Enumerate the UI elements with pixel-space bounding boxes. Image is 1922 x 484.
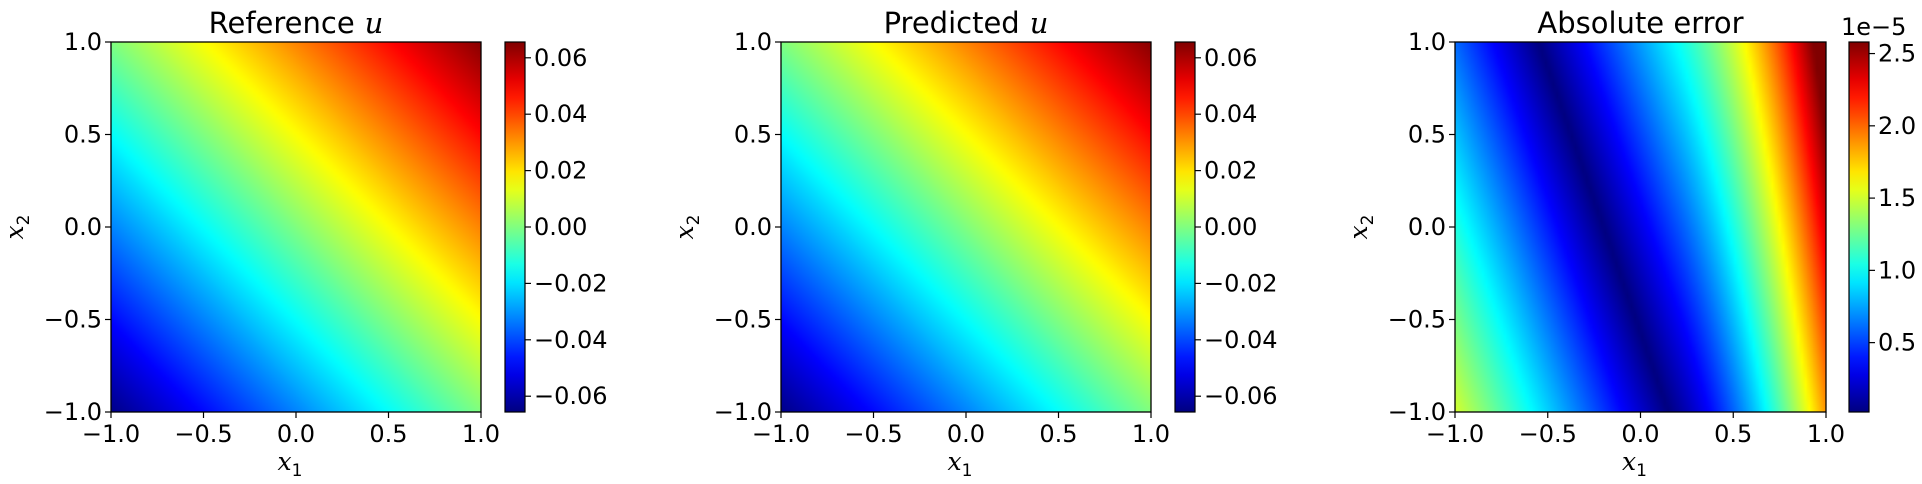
x-tick-label: 1.0 <box>462 420 500 448</box>
y-tick-label: 1.0 <box>64 28 102 56</box>
y-tick-label: 0.5 <box>64 121 102 149</box>
colorbar-tick-label: 0.06 <box>1204 44 1257 72</box>
heatmap-image <box>111 42 481 412</box>
y-tick-label: −0.5 <box>44 306 102 334</box>
y-axis-label: x2 <box>0 215 34 240</box>
x-tick-label: −1.0 <box>1426 420 1484 448</box>
colorbar <box>1849 42 1869 412</box>
x-tick-label: 0.5 <box>1714 420 1752 448</box>
colorbar-tick-label: −0.06 <box>1204 382 1278 410</box>
colorbar-tick-label: 0.02 <box>534 157 587 185</box>
x-tick-label: 1.0 <box>1807 420 1845 448</box>
heatmap-image <box>1455 42 1826 412</box>
y-axis-label: x2 <box>1344 215 1378 240</box>
y-tick-label: 0.5 <box>1408 121 1446 149</box>
panel-title: Absolute error <box>1537 6 1743 40</box>
colorbar-tick-label: −0.06 <box>534 382 608 410</box>
colorbar-frame <box>1848 41 1870 413</box>
panel-3: Absolute error −1.0 −0.5 0.0 0.5 1.0 −1.0 −0.5 0… <box>1344 6 1916 481</box>
y-tick-label: 0.5 <box>734 121 772 149</box>
colorbar-tick-label: 1.0 <box>1878 256 1916 284</box>
y-tick-label: 1.0 <box>734 28 772 56</box>
x-tick-label: −1.0 <box>82 420 140 448</box>
colorbar-tick-label: −0.02 <box>534 269 608 297</box>
colorbar-tick-label: 0.06 <box>534 44 587 72</box>
colorbar-tick-label: 0.00 <box>534 213 587 241</box>
x-tick-label: −0.5 <box>174 420 232 448</box>
panel-1: Reference u −1.0 −0.5 0.0 0.5 1.0 −1.0 −0.5 0.0 0.… <box>0 6 608 481</box>
y-tick-label: −1.0 <box>1388 398 1446 426</box>
colorbar-tick-label: 2.0 <box>1878 112 1916 140</box>
colorbar-tick-label: 2.5 <box>1878 40 1916 68</box>
panel-2: Predicted u −1.0 −0.5 0.0 0.5 1.0 −1.0 −0.5 0.0 0.… <box>670 6 1278 481</box>
y-tick-label: −1.0 <box>44 398 102 426</box>
colorbar-tick-label: −0.04 <box>534 326 608 354</box>
x-tick-label: 0.5 <box>1039 420 1077 448</box>
colorbar-tick-label: 0.04 <box>534 100 587 128</box>
y-tick-label: 0.0 <box>64 213 102 241</box>
x-tick-label: 0.0 <box>1621 420 1659 448</box>
y-tick-label: −0.5 <box>1388 306 1446 334</box>
colorbar-tick-label: 0.00 <box>1204 213 1257 241</box>
y-tick-label: 1.0 <box>1408 28 1446 56</box>
colorbar-offset-text: 1e−5 <box>1841 13 1906 41</box>
x-tick-label: 0.0 <box>947 420 985 448</box>
x-axis-label: x1 <box>948 447 973 481</box>
colorbar <box>1175 42 1195 412</box>
x-tick-label: 0.0 <box>277 420 315 448</box>
x-tick-label: 0.5 <box>369 420 407 448</box>
y-tick-label: −0.5 <box>714 306 772 334</box>
y-tick-label: 0.0 <box>1408 213 1446 241</box>
colorbar-tick-label: −0.04 <box>1204 326 1278 354</box>
colorbar-tick-label: −0.02 <box>1204 269 1278 297</box>
panel-title: Predicted u <box>884 6 1049 40</box>
colorbar-tick-label: 0.5 <box>1878 329 1916 357</box>
colorbar <box>505 42 525 412</box>
x-tick-label: −0.5 <box>1519 420 1577 448</box>
colorbar-tick-label: 1.5 <box>1878 184 1916 212</box>
colorbar-tick-label: 0.02 <box>1204 157 1257 185</box>
x-axis-label: x1 <box>1622 447 1647 481</box>
y-tick-label: −1.0 <box>714 398 772 426</box>
y-tick-label: 0.0 <box>734 213 772 241</box>
panel-title: Reference u <box>209 6 384 40</box>
heatmap-image <box>781 42 1151 412</box>
x-axis-label: x1 <box>278 447 303 481</box>
y-axis-label: x2 <box>670 215 704 240</box>
x-tick-label: −1.0 <box>752 420 810 448</box>
x-tick-label: 1.0 <box>1132 420 1170 448</box>
x-tick-label: −0.5 <box>844 420 902 448</box>
colorbar-tick-label: 0.04 <box>1204 100 1257 128</box>
